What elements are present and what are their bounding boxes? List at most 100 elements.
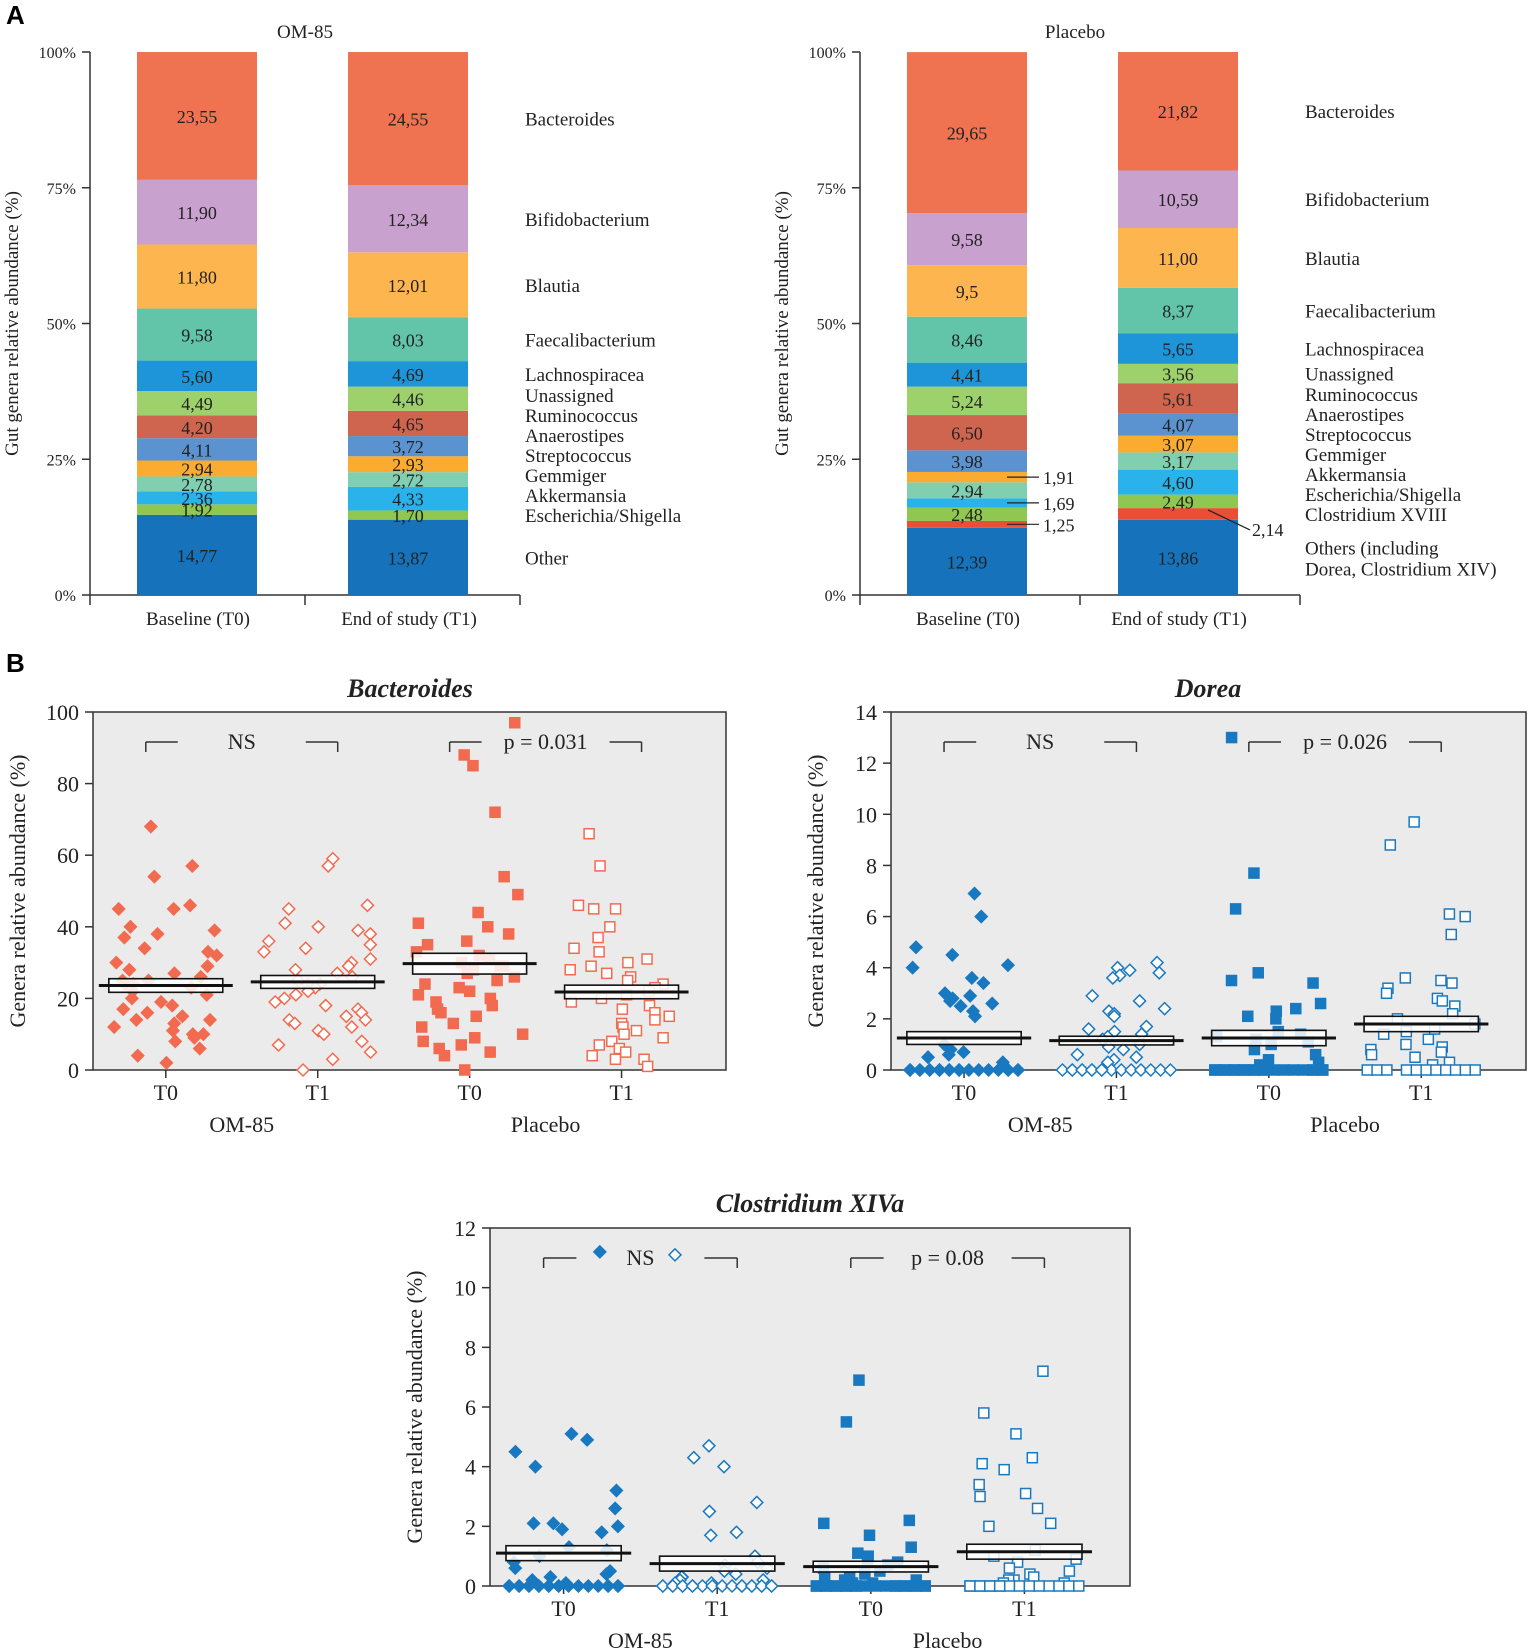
x-category-label: End of study (T1) bbox=[341, 609, 477, 630]
data-point bbox=[509, 716, 521, 729]
data-point bbox=[609, 1053, 622, 1066]
data-point bbox=[984, 1580, 996, 1592]
data-point bbox=[209, 948, 224, 963]
data-point bbox=[321, 858, 336, 874]
data-point bbox=[716, 1459, 732, 1474]
bar-segment-unassigned bbox=[137, 390, 257, 416]
bar-segment-lachnospiracea bbox=[1118, 333, 1238, 364]
data-point bbox=[555, 1522, 570, 1537]
bar-segment-anaerostipes bbox=[907, 450, 1027, 472]
data-point bbox=[1225, 974, 1238, 987]
data-point bbox=[412, 917, 425, 929]
data-point bbox=[117, 930, 132, 945]
data-point bbox=[974, 1580, 986, 1592]
data-point bbox=[316, 1027, 331, 1042]
data-point bbox=[744, 1578, 759, 1594]
bar-segment-bacteroides bbox=[348, 52, 468, 186]
data-point bbox=[461, 935, 473, 947]
data-point bbox=[695, 1578, 710, 1594]
bar-value-label: 1,91 bbox=[1043, 468, 1075, 488]
data-point bbox=[1248, 1064, 1260, 1076]
y-tick-label: 10 bbox=[454, 1276, 476, 1301]
data-point bbox=[852, 1547, 864, 1559]
data-point bbox=[641, 1060, 654, 1073]
data-point bbox=[1410, 1064, 1423, 1076]
bar-segment-escherichia-shigella bbox=[137, 504, 257, 515]
data-point bbox=[1381, 1064, 1393, 1076]
data-point bbox=[616, 1003, 629, 1015]
bar-value-label: 21,82 bbox=[1158, 102, 1199, 122]
stacked-bar-chart-om85: OM-85 Gut genera relative abundance (%) 0%… bbox=[2, 22, 682, 630]
bar-value-label: 8,46 bbox=[951, 331, 983, 351]
bar-segment-unassigned bbox=[348, 386, 468, 411]
bar-segment-gemmiger bbox=[137, 476, 257, 492]
bar-value-label: 2,93 bbox=[392, 455, 424, 475]
data-point bbox=[1081, 1022, 1096, 1037]
data-point bbox=[942, 1062, 957, 1078]
data-point bbox=[685, 1578, 700, 1594]
data-point bbox=[1063, 1580, 1075, 1592]
data-point bbox=[973, 1478, 985, 1491]
data-point bbox=[458, 1064, 471, 1076]
data-point bbox=[1445, 928, 1457, 941]
bar-segment-gemmiger bbox=[348, 472, 468, 487]
data-point bbox=[1053, 1580, 1065, 1592]
bar-segment-akkermansia bbox=[137, 491, 257, 505]
data-point bbox=[360, 898, 375, 913]
data-point bbox=[435, 1006, 447, 1019]
data-point bbox=[820, 1580, 833, 1592]
data-point bbox=[587, 903, 600, 915]
data-point bbox=[419, 978, 431, 990]
data-point bbox=[1270, 1013, 1282, 1025]
y-tick-label: 25% bbox=[817, 452, 846, 469]
data-point bbox=[541, 1578, 556, 1594]
chart-title: Placebo bbox=[1045, 22, 1105, 43]
y-tick-label: 75% bbox=[817, 181, 846, 198]
data-point bbox=[185, 858, 200, 874]
data-point bbox=[1153, 1062, 1168, 1078]
legend-label: Akkermansia bbox=[1305, 465, 1407, 486]
data-point bbox=[107, 1019, 122, 1035]
plot-area bbox=[489, 1227, 1131, 1587]
data-point bbox=[991, 1062, 1006, 1078]
data-point bbox=[1420, 1064, 1432, 1076]
bar-segment-ruminococcus bbox=[137, 415, 257, 439]
bar-segment-anaerostipes bbox=[1118, 413, 1238, 436]
bar-value-label: 4,46 bbox=[392, 390, 424, 410]
bar-segment-streptococcus bbox=[348, 456, 468, 473]
data-point bbox=[724, 1578, 740, 1594]
data-point bbox=[818, 1517, 830, 1530]
data-point bbox=[581, 1578, 596, 1594]
data-point bbox=[903, 1514, 916, 1527]
data-point bbox=[200, 959, 215, 974]
y-tick-label: 10 bbox=[855, 802, 877, 827]
data-point bbox=[1399, 972, 1412, 984]
bar-segment-clostridium-xviii bbox=[907, 520, 1027, 528]
data-point bbox=[1469, 1064, 1481, 1076]
y-tick-label: 14 bbox=[855, 700, 877, 725]
data-point bbox=[1449, 1064, 1462, 1076]
data-point bbox=[154, 994, 169, 1010]
bar-value-label: 2,49 bbox=[1162, 492, 1194, 512]
significance-label: p = 0.031 bbox=[504, 729, 588, 754]
y-tick-label: 4 bbox=[866, 956, 877, 981]
data-point bbox=[1422, 1033, 1435, 1046]
chart-title: OM-85 bbox=[277, 22, 333, 43]
data-point bbox=[187, 1030, 202, 1045]
data-point bbox=[586, 1049, 598, 1062]
data-point bbox=[981, 1062, 996, 1078]
legend-label: Faecalibacterium bbox=[525, 330, 656, 351]
data-point bbox=[417, 1035, 429, 1048]
data-point bbox=[512, 888, 524, 901]
bar-value-label: 4,11 bbox=[182, 440, 213, 460]
bar-segment-other bbox=[137, 514, 257, 595]
data-point bbox=[166, 901, 181, 916]
data-point bbox=[998, 1463, 1010, 1476]
data-point bbox=[1400, 1038, 1412, 1051]
data-point bbox=[1026, 1451, 1039, 1464]
data-point bbox=[463, 985, 476, 997]
bar-value-label: 5,61 bbox=[1162, 389, 1194, 409]
legend-label: Bacteroides bbox=[1305, 102, 1395, 123]
data-point bbox=[1314, 997, 1327, 1010]
bar-value-label: 2,94 bbox=[951, 481, 983, 501]
